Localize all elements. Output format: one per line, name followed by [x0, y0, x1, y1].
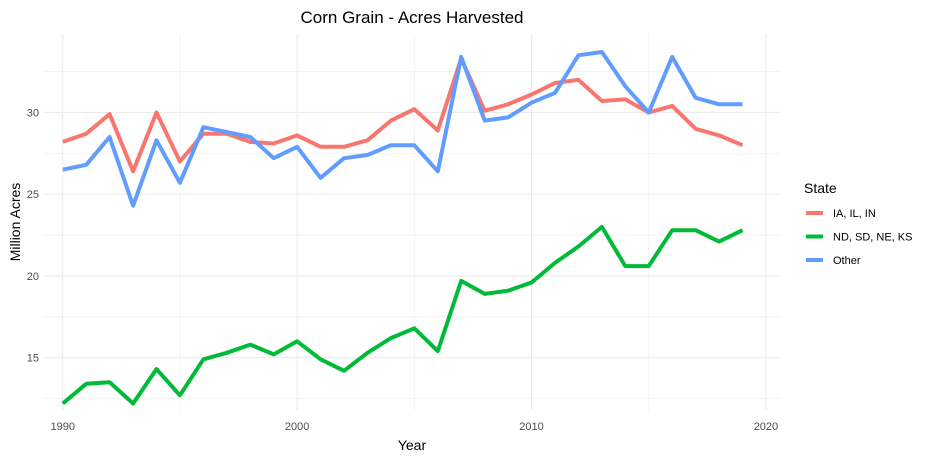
major-gridlines	[44, 34, 780, 410]
y-tick-label: 15	[27, 353, 39, 365]
series-line-other	[62, 50, 743, 208]
legend: State IA, IL, IN ND, SD, NE, KS Other	[804, 180, 912, 267]
legend-label: Other	[833, 255, 861, 267]
chart-title: Corn Grain - Acres Harvested	[301, 8, 524, 27]
minor-gridlines	[44, 34, 780, 410]
y-axis-tick-labels: 15 20 25 30	[27, 107, 39, 364]
x-tick-label: 2010	[519, 421, 543, 433]
series-line-nd-sd-ne-ks	[61, 224, 744, 406]
y-axis-title: Million Acres	[7, 183, 23, 262]
y-tick-label: 20	[27, 271, 39, 283]
legend-label: ND, SD, NE, KS	[833, 232, 912, 244]
x-axis-title: Year	[398, 437, 427, 453]
x-tick-label: 2000	[285, 421, 309, 433]
y-tick-label: 30	[27, 107, 39, 119]
x-tick-label: 1990	[51, 421, 75, 433]
x-tick-label: 2020	[754, 421, 778, 433]
legend-title: State	[804, 180, 837, 196]
series-line-ia-il-in	[62, 56, 744, 174]
x-axis-tick-labels: 1990 2000 2010 2020	[51, 421, 779, 433]
series-lines	[61, 50, 744, 406]
y-tick-label: 25	[27, 189, 39, 201]
legend-label: IA, IL, IN	[833, 208, 876, 220]
